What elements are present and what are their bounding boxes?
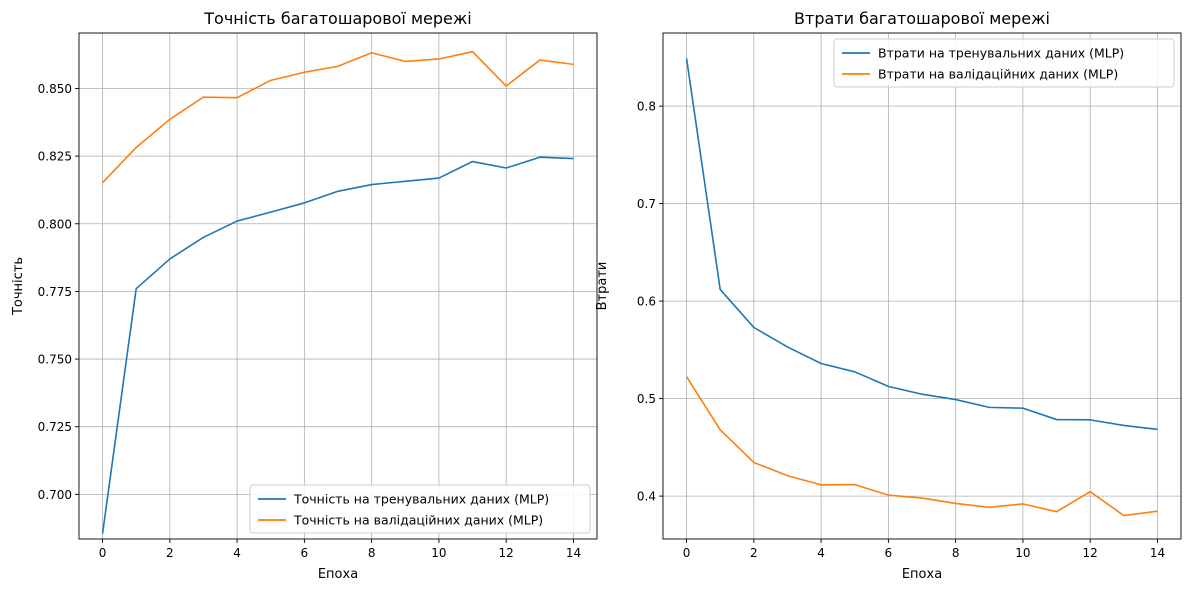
y-tick-label: 0.725 [38, 420, 72, 434]
y-tick-label: 0.750 [38, 353, 72, 367]
x-tick-label: 14 [566, 546, 581, 560]
legend: Втрати на тренувальних даних (MLP) Втрати… [833, 38, 1175, 88]
y-tick-label: 0.4 [637, 490, 656, 504]
legend-box [249, 484, 591, 534]
x-tick-label: 6 [301, 546, 309, 560]
x-axis-label: Епоха [318, 567, 358, 582]
series-line-train [685, 58, 1158, 431]
x-tick-label: 4 [817, 546, 825, 560]
y-tick-label: 0.850 [38, 82, 72, 96]
y-tick-label: 0.8 [637, 100, 656, 114]
x-tick-label: 6 [885, 546, 893, 560]
chart-title: Втрати багатошарової мережі [794, 9, 1050, 28]
x-tick-label: 8 [952, 546, 960, 560]
x-tick-label: 12 [499, 546, 514, 560]
y-tick-label: 0.6 [637, 295, 656, 309]
x-tick-label: 2 [166, 546, 174, 560]
chart-2: 0 2 4 6 8 10 12 14 0.4 0.5 0.6 0.7 0.8 Втрати багатош… [595, 9, 1182, 582]
plot-frame [662, 32, 1182, 540]
x-tick-label: 14 [1150, 546, 1165, 560]
x-tick-label: 10 [431, 546, 446, 560]
chart-1: 0 2 4 6 8 10 12 14 0.700 0.725 0.750 0.775 0.800 0.82… [11, 9, 598, 582]
plot-frame [78, 32, 598, 540]
x-tick-label: 0 [683, 546, 691, 560]
series-line-validation [101, 50, 574, 184]
y-tick-label: 0.775 [38, 285, 72, 299]
chart-title: Точність багатошарової мережі [203, 9, 471, 28]
x-tick-label: 8 [368, 546, 376, 560]
legend-label: Втрати на тренувальних даних (MLP) [878, 46, 1124, 61]
legend-box [833, 38, 1175, 88]
x-tick-label: 12 [1083, 546, 1098, 560]
series-line-train [101, 156, 574, 534]
legend: Точність на тренувальних даних (MLP) Точн… [249, 484, 591, 534]
y-tick-label: 0.825 [38, 150, 72, 164]
legend-label: Точність на валідаційних даних (MLP) [293, 513, 543, 528]
x-tick-label: 0 [99, 546, 107, 560]
y-tick-label: 0.5 [637, 392, 656, 406]
legend-label: Точність на тренувальних даних (MLP) [293, 492, 549, 507]
x-tick-label: 4 [233, 546, 241, 560]
y-tick-label: 0.800 [38, 217, 72, 231]
y-axis-label: Точність [11, 257, 26, 316]
x-tick-label: 2 [750, 546, 758, 560]
y-tick-label: 0.700 [38, 488, 72, 502]
y-tick-label: 0.7 [637, 197, 656, 211]
legend-label: Втрати на валідаційних даних (MLP) [878, 67, 1118, 82]
y-axis-label: Втрати [595, 262, 610, 311]
x-axis-label: Епоха [902, 567, 942, 582]
series-line-validation [685, 376, 1158, 517]
x-tick-label: 10 [1015, 546, 1030, 560]
